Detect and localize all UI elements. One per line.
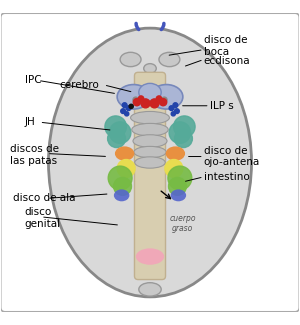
Text: ILP s: ILP s (210, 101, 233, 111)
Ellipse shape (139, 84, 161, 101)
FancyBboxPatch shape (134, 72, 166, 280)
Ellipse shape (139, 283, 161, 296)
Circle shape (105, 116, 126, 137)
Circle shape (162, 97, 167, 102)
Text: ecdisona: ecdisona (204, 56, 250, 66)
Circle shape (169, 122, 190, 143)
Circle shape (175, 109, 179, 113)
Ellipse shape (159, 52, 180, 67)
Circle shape (141, 99, 150, 108)
Circle shape (117, 160, 135, 177)
Text: disco de ala: disco de ala (13, 193, 75, 203)
Circle shape (121, 109, 125, 113)
Ellipse shape (135, 157, 165, 168)
Ellipse shape (130, 111, 170, 124)
Circle shape (129, 104, 133, 109)
Text: IPC: IPC (25, 75, 41, 85)
Ellipse shape (134, 146, 166, 158)
Ellipse shape (144, 64, 156, 73)
Ellipse shape (150, 84, 183, 109)
Circle shape (160, 98, 167, 106)
Ellipse shape (133, 135, 167, 147)
Circle shape (124, 112, 129, 116)
Ellipse shape (120, 52, 141, 67)
Circle shape (138, 96, 144, 101)
Text: disco de
ojo-antena: disco de ojo-antena (204, 146, 260, 167)
Ellipse shape (132, 124, 168, 136)
Text: cerebro: cerebro (59, 80, 99, 90)
Ellipse shape (114, 189, 129, 201)
Circle shape (173, 103, 178, 108)
Circle shape (168, 166, 192, 190)
Circle shape (133, 98, 140, 106)
Text: cuerpo
graso: cuerpo graso (169, 214, 196, 233)
Circle shape (156, 96, 162, 101)
Circle shape (133, 97, 138, 102)
Ellipse shape (171, 189, 186, 201)
Text: disco de
boca: disco de boca (204, 35, 247, 57)
Circle shape (122, 103, 127, 108)
Circle shape (108, 166, 132, 190)
Circle shape (114, 177, 131, 195)
Circle shape (110, 122, 131, 143)
Circle shape (165, 160, 183, 177)
Circle shape (169, 106, 174, 110)
Ellipse shape (136, 248, 164, 265)
Ellipse shape (115, 146, 134, 161)
Circle shape (174, 116, 195, 137)
Text: intestino: intestino (204, 173, 250, 182)
Ellipse shape (49, 28, 251, 297)
Ellipse shape (166, 146, 185, 161)
Circle shape (171, 112, 176, 116)
Circle shape (150, 99, 159, 108)
Circle shape (108, 130, 125, 148)
Text: disco
genital: disco genital (25, 207, 61, 228)
Circle shape (175, 130, 192, 148)
Text: JH: JH (25, 117, 35, 127)
FancyBboxPatch shape (1, 13, 299, 312)
Text: discos de
las patas: discos de las patas (10, 144, 59, 166)
Circle shape (169, 177, 186, 195)
Circle shape (126, 106, 131, 110)
Ellipse shape (117, 84, 150, 109)
